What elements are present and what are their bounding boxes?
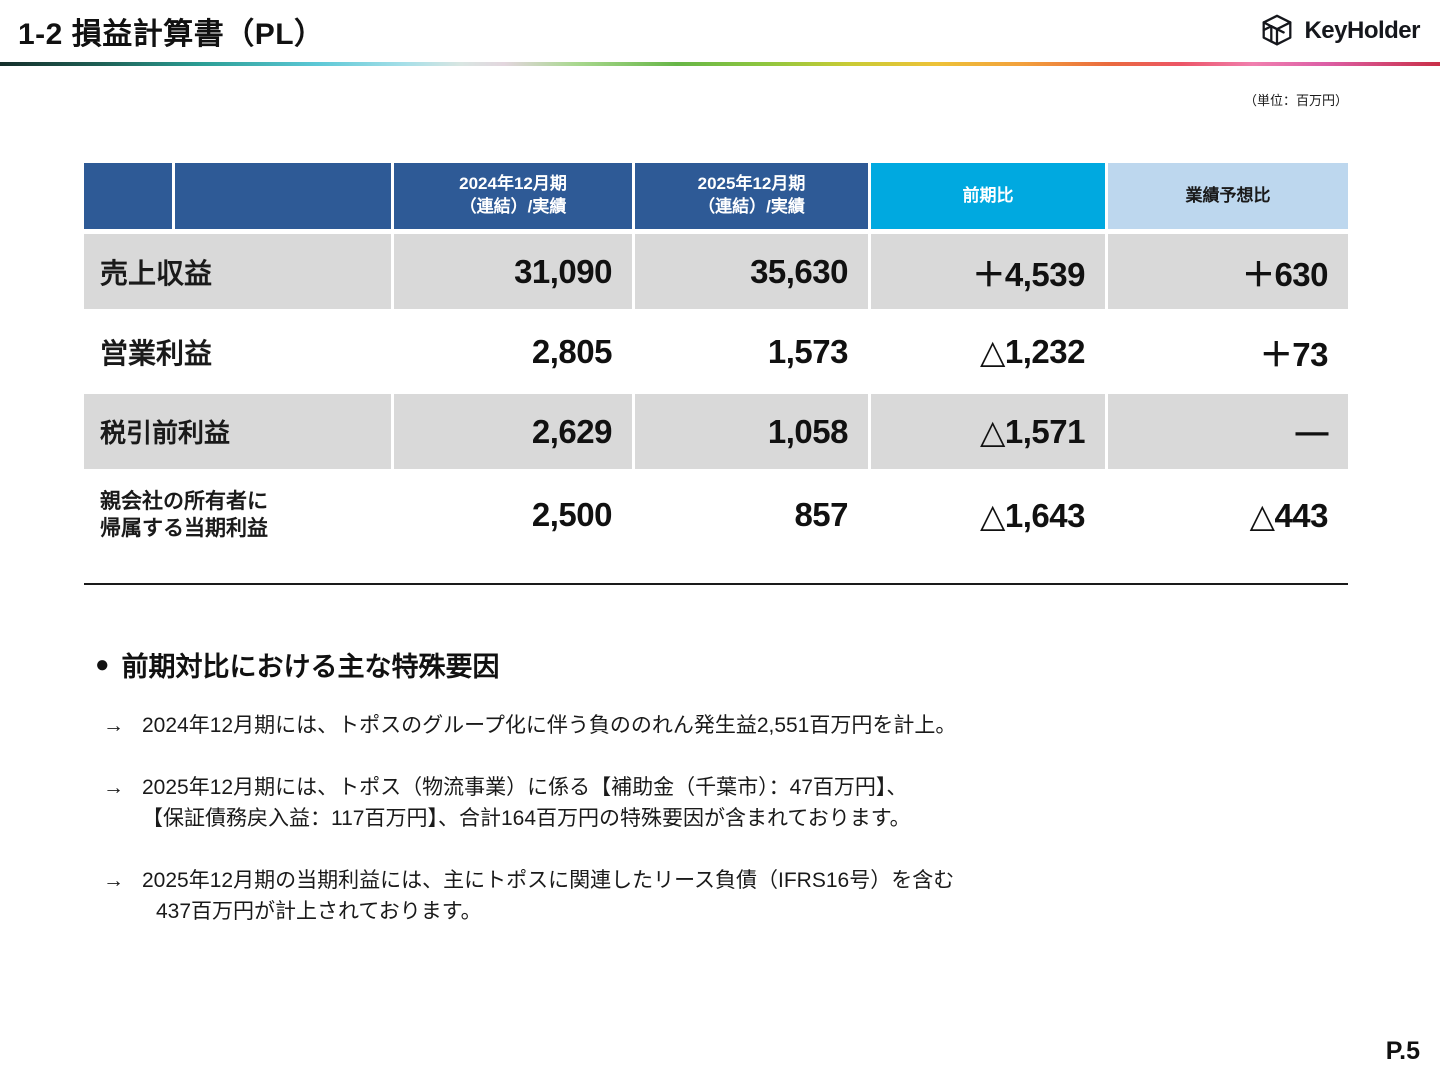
cell-vs-forecast: △443 — [1108, 474, 1348, 556]
note-item-1: → 2024年12月期には、トポスのグループ化に伴う負ののれん発生益2,551百… — [95, 710, 1355, 742]
row-label: 税引前利益 — [84, 394, 391, 469]
table-underline — [84, 583, 1348, 585]
cell-yoy: ＋4,539 — [871, 234, 1105, 309]
header-cell-yoy: 前期比 — [871, 163, 1105, 229]
cell-fy2024: 2,805 — [394, 314, 632, 389]
cell-yoy: △1,232 — [871, 314, 1105, 389]
cell-fy2024: 31,090 — [394, 234, 632, 309]
note-item-3: → 2025年12月期の当期利益には、主にトポスに関連したリース負債（IFRS1… — [95, 865, 1355, 928]
cell-fy2024: 2,500 — [394, 474, 632, 556]
arrow-icon: → — [103, 775, 124, 799]
cell-fy2024: 2,629 — [394, 394, 632, 469]
cell-fy2025: 857 — [635, 474, 868, 556]
header-cell-blank-1 — [84, 163, 172, 229]
cell-fy2025: 1,058 — [635, 394, 868, 469]
cell-vs-forecast: ＋630 — [1108, 234, 1348, 309]
rainbow-divider — [0, 62, 1440, 66]
row-label: 売上収益 — [84, 234, 391, 309]
table-header-row: 2024年12月期 （連結）/実績 2025年12月期 （連結）/実績 前期比 … — [84, 163, 1348, 229]
header-cell-fy2025: 2025年12月期 （連結）/実績 — [635, 163, 868, 229]
unit-note: （単位：百万円） — [1243, 93, 1348, 108]
notes-heading-row: ● 前期対比における主な特殊要因 — [95, 645, 1355, 684]
cell-yoy: △1,643 — [871, 474, 1105, 556]
row-label: 親会社の所有者に 帰属する当期利益 — [84, 474, 391, 556]
cell-yoy: △1,571 — [871, 394, 1105, 469]
logo-text: KeyHolder — [1304, 17, 1420, 44]
header-cell-fy2024: 2024年12月期 （連結）/実績 — [394, 163, 632, 229]
keyholder-logo: KeyHolder — [1258, 12, 1420, 50]
cell-fy2025: 35,630 — [635, 234, 868, 309]
cell-fy2025: 1,573 — [635, 314, 868, 389]
table-row-revenue: 売上収益 31,090 35,630 ＋4,539 ＋630 — [84, 234, 1348, 309]
table-row-pretax-profit: 税引前利益 2,629 1,058 △1,571 — — [84, 394, 1348, 469]
table-row-net-profit: 親会社の所有者に 帰属する当期利益 2,500 857 △1,643 △443 — [84, 474, 1348, 556]
notes-heading: 前期対比における主な特殊要因 — [121, 652, 500, 682]
pl-table: 2024年12月期 （連結）/実績 2025年12月期 （連結）/実績 前期比 … — [84, 163, 1348, 556]
arrow-icon: → — [103, 714, 124, 737]
page-number: P.5 — [1385, 1037, 1420, 1065]
page-title: 1-2 損益計算書（PL） — [18, 18, 325, 51]
cell-vs-forecast: — — [1108, 394, 1348, 469]
cell-vs-forecast: ＋73 — [1108, 314, 1348, 389]
header-cell-blank-2 — [175, 163, 391, 229]
cube-logo-icon — [1258, 12, 1296, 50]
note-text: 2025年12月期の当期利益には、主にトポスに関連したリース負債（IFRS16号… — [142, 868, 955, 924]
row-label: 営業利益 — [84, 314, 391, 389]
arrow-icon: → — [103, 868, 124, 892]
notes-section: ● 前期対比における主な特殊要因 → 2024年12月期には、トポスのグループ化… — [95, 645, 1355, 928]
header-bar: 1-2 損益計算書（PL） KeyHolder — [0, 0, 1440, 62]
header-cell-vs-forecast: 業績予想比 — [1108, 163, 1348, 229]
note-text: 2025年12月期には、トポス（物流事業）に係る【補助金（千葉市）：47百万円】… — [142, 775, 911, 831]
note-text: 2024年12月期には、トポスのグループ化に伴う負ののれん発生益2,551百万円… — [142, 714, 957, 737]
bullet-icon: ● — [95, 650, 110, 678]
note-item-2: → 2025年12月期には、トポス（物流事業）に係る【補助金（千葉市）：47百万… — [95, 772, 1355, 835]
table-row-operating-profit: 営業利益 2,805 1,573 △1,232 ＋73 — [84, 314, 1348, 389]
